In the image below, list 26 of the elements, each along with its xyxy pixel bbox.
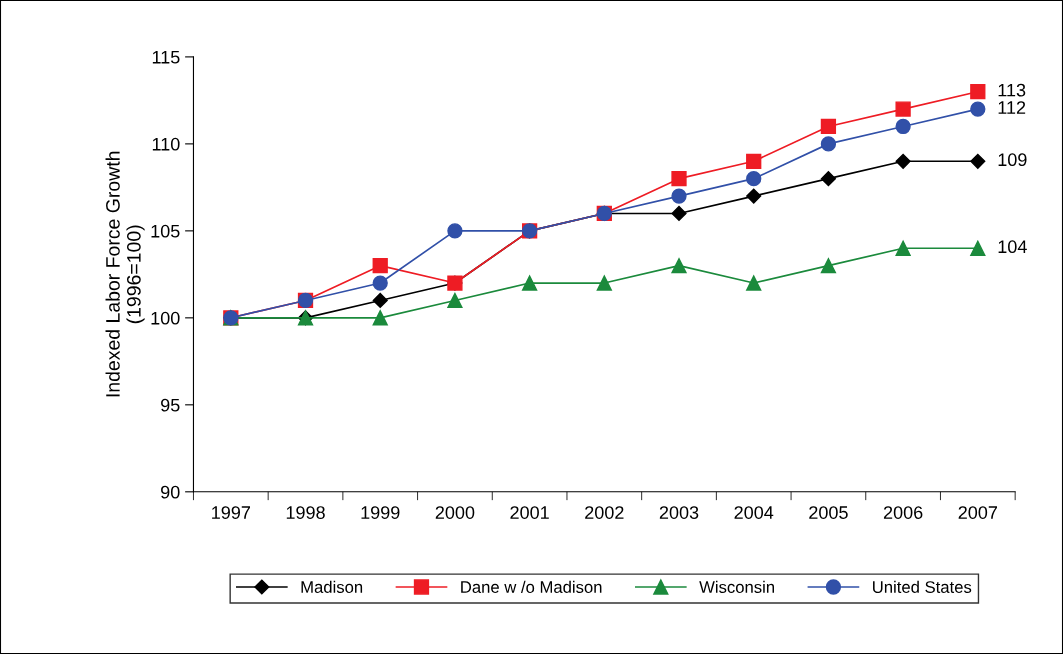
y-tick-label: 110 [152, 137, 180, 151]
x-tick-label: 2007 [958, 506, 997, 519]
y-tick-label: 100 [151, 311, 180, 325]
x-tick-label: 2001 [510, 506, 549, 519]
legend-label: Madison [301, 580, 363, 593]
x-tick-label: 2005 [809, 506, 848, 519]
y-tick-label: 115 [152, 51, 180, 64]
x-tick-label: 1998 [286, 506, 325, 519]
data-label: 109 [998, 153, 1027, 167]
x-tick-label: 2003 [659, 506, 699, 519]
data-label: 112 [998, 101, 1026, 114]
x-tick-label: 2000 [435, 506, 475, 519]
legend-label: Wisconsin [699, 580, 775, 593]
y-tick-label: 105 [151, 224, 180, 238]
x-tick-label: 1997 [212, 506, 250, 519]
x-tick-label: 2004 [734, 506, 774, 519]
y-tick-label: 95 [161, 398, 180, 412]
legend-label: Dane w /o Madison [461, 580, 602, 593]
y-axis-title: Indexed Labor Force Growth (1996=100) [105, 151, 145, 397]
y-tick-label: 90 [161, 485, 180, 499]
x-tick-label: 2006 [883, 506, 923, 519]
data-label: 104 [998, 240, 1027, 254]
x-tick-label: 1999 [361, 506, 400, 519]
x-tick-label: 2002 [585, 506, 624, 519]
legend-label: United States [873, 580, 972, 593]
data-label: 113 [998, 83, 1026, 97]
